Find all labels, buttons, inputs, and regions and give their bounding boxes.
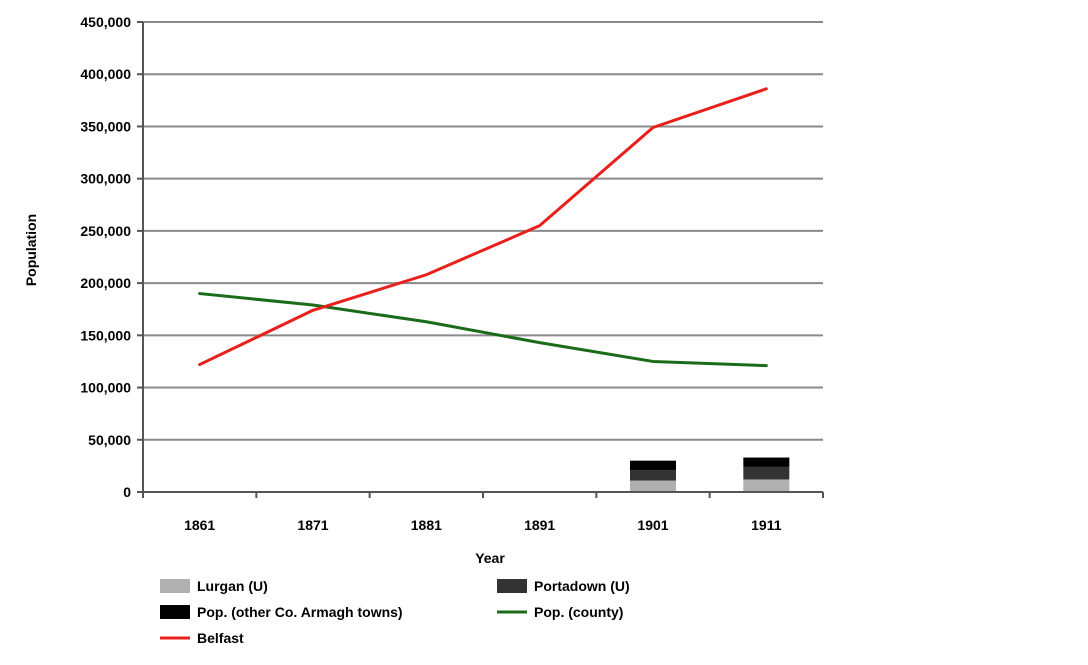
y-tick-label: 150,000: [80, 327, 131, 343]
legend-swatch: [497, 579, 527, 593]
legend-label: Belfast: [197, 630, 244, 646]
x-tick-label: 1861: [184, 517, 215, 533]
legend-label: Portadown (U): [534, 578, 630, 594]
y-axis-title: Population: [23, 214, 39, 286]
series-line: [198, 292, 768, 368]
x-tick-label: 1891: [524, 517, 555, 533]
stacked-bars: [630, 457, 790, 492]
axes: [137, 21, 824, 498]
legend-swatch: [160, 579, 190, 593]
y-tick-label: 200,000: [80, 275, 131, 291]
bar-segment: [743, 479, 790, 492]
y-tick-label: 400,000: [80, 66, 131, 82]
legend-label: Pop. (other Co. Armagh towns): [197, 604, 403, 620]
y-tick-label: 350,000: [80, 118, 131, 134]
legend-label: Lurgan (U): [197, 578, 268, 594]
x-tick-label: 1911: [751, 517, 782, 533]
y-tick-labels: 0 50,000 100,000 150,000 200,000 250,000 300,0…: [80, 14, 131, 500]
series-line: [198, 87, 768, 367]
x-tick-label: 1901: [637, 517, 668, 533]
bar-segment: [743, 457, 790, 467]
gridlines: [143, 21, 823, 441]
bar-segment: [630, 460, 676, 471]
y-tick-label: 100,000: [80, 380, 131, 396]
series-lines: [198, 87, 768, 368]
x-tick-labels: 1861 1871 1881 1891 1901 1911: [184, 517, 782, 533]
x-tick-label: 1881: [411, 517, 442, 533]
y-tick-label: 450,000: [80, 14, 131, 30]
bar-segment: [743, 466, 790, 480]
y-tick-label: 250,000: [80, 223, 131, 239]
y-tick-label: 50,000: [88, 432, 131, 448]
x-tick-label: 1871: [297, 517, 328, 533]
legend-swatch: [160, 605, 190, 619]
y-tick-label: 300,000: [80, 171, 131, 187]
x-axis-title: Year: [475, 550, 505, 566]
bar-segment: [630, 480, 676, 492]
bar-segment: [630, 470, 676, 481]
legend-label: Pop. (county): [534, 604, 623, 620]
y-tick-label: 0: [123, 484, 131, 500]
legend: Lurgan (U) Portadown (U) Pop. (other Co. A…: [160, 578, 630, 646]
